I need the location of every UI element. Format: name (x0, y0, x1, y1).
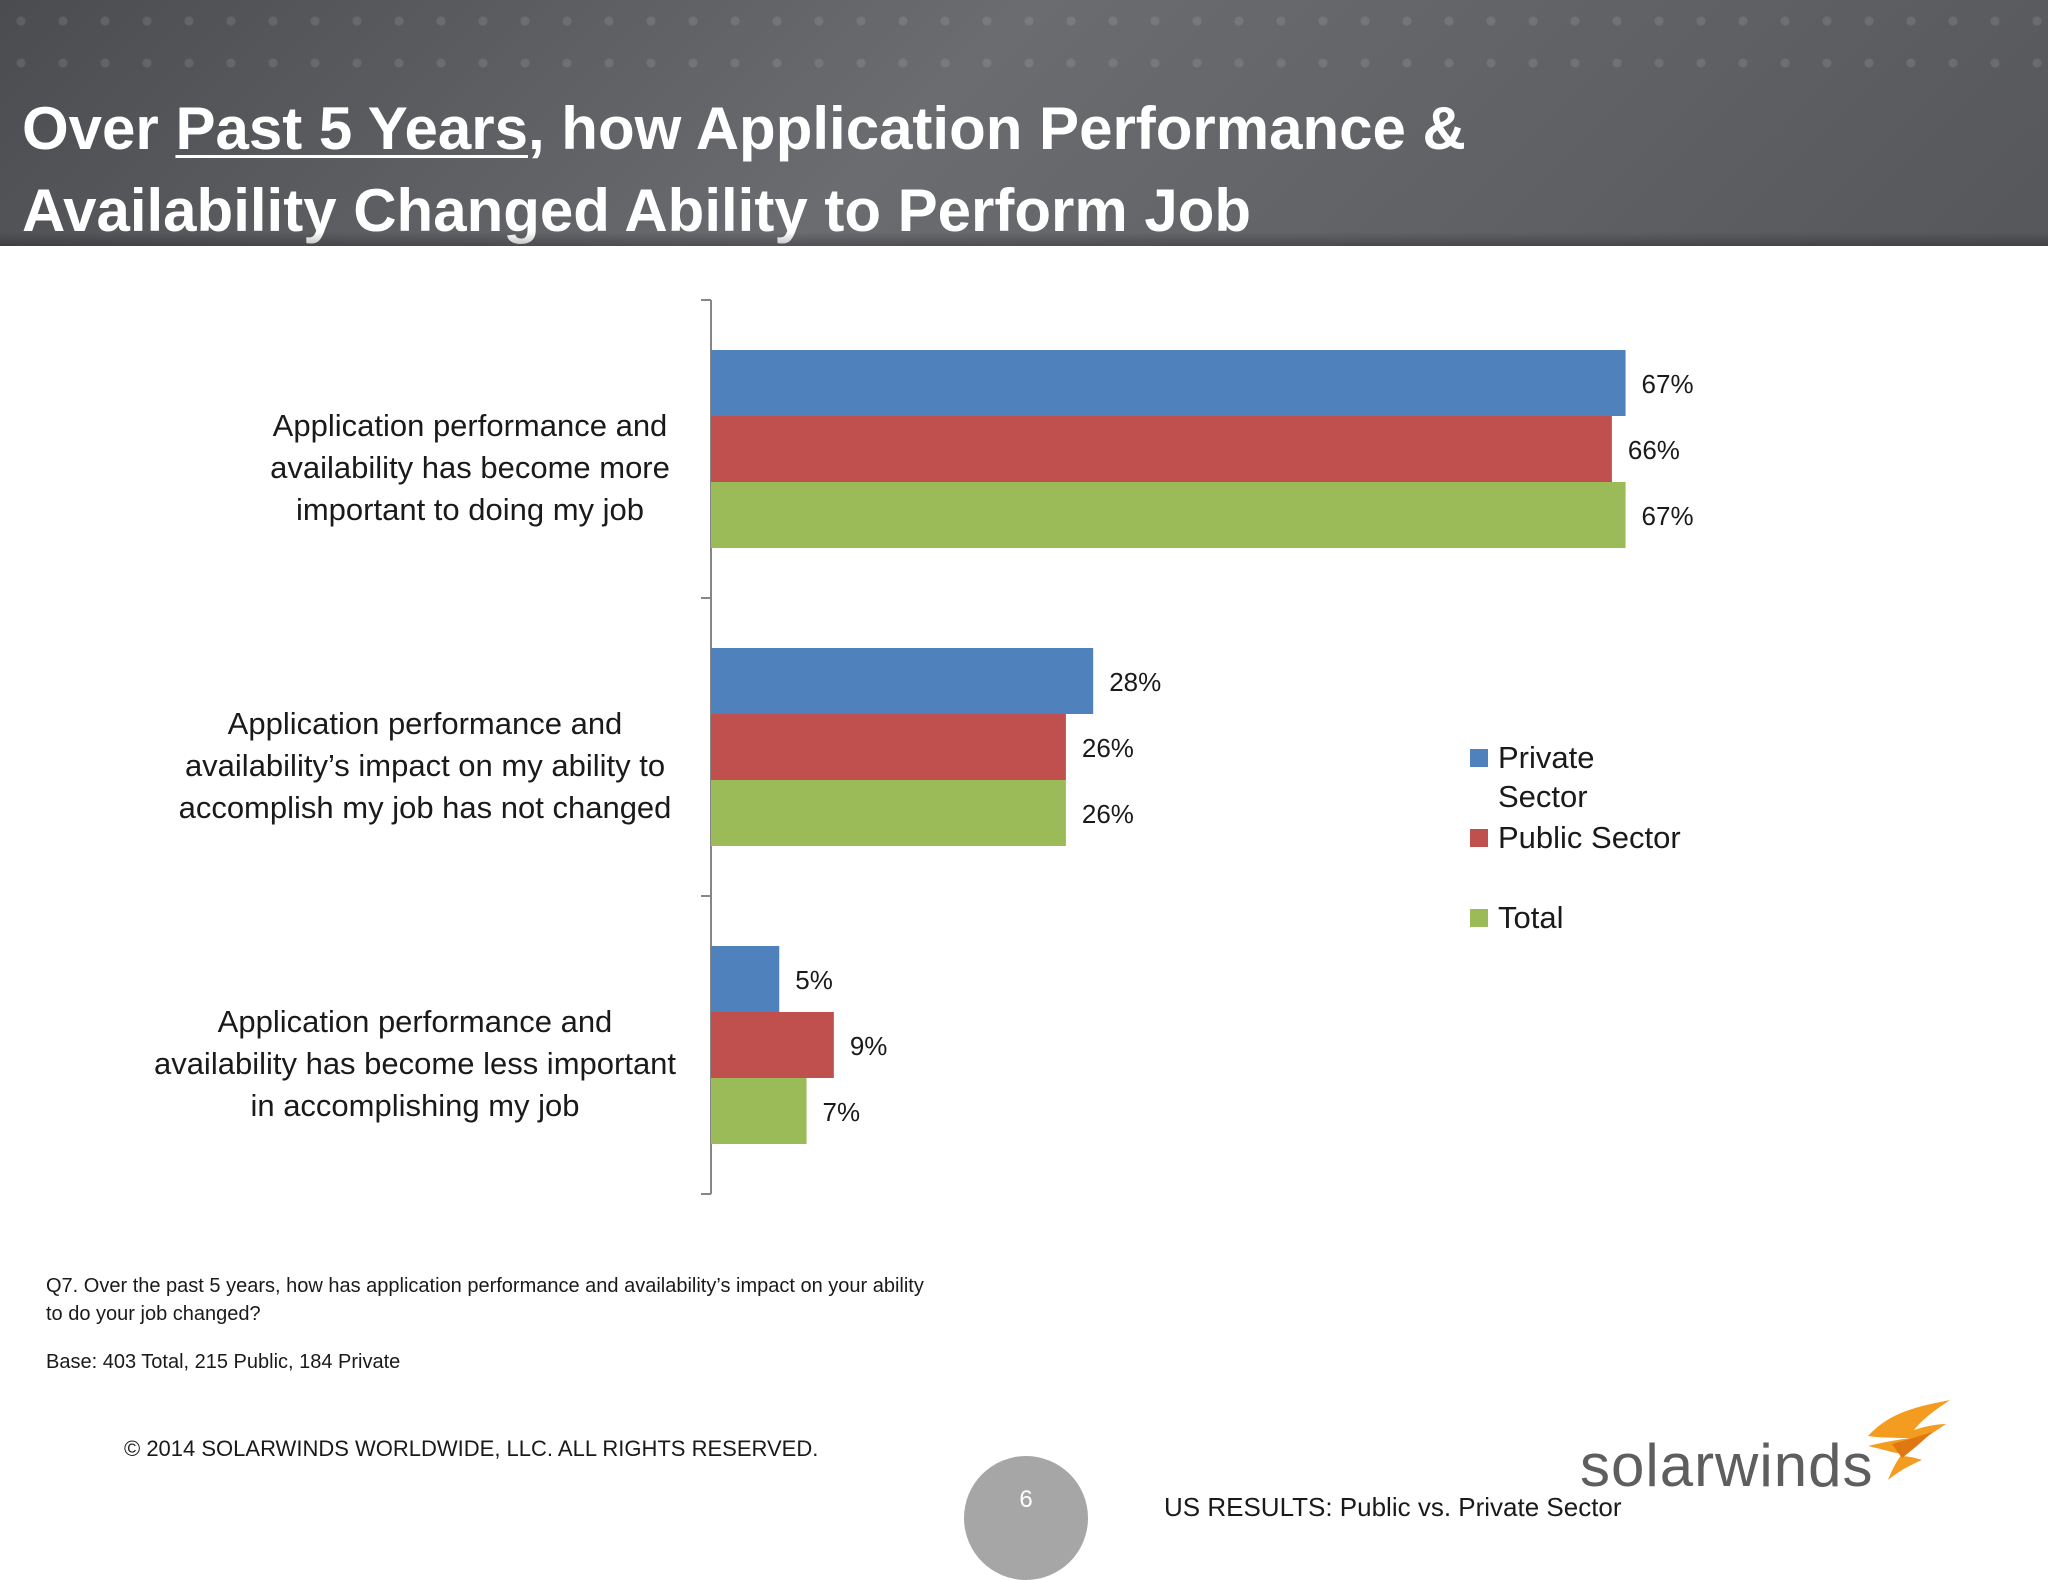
category-label-1-line-2: availability has become more (270, 450, 670, 485)
bar-3-total (711, 1078, 807, 1144)
category-label-2-line-2: availability’s impact on my ability to (184, 748, 666, 783)
category-label-3-line-2: availability has become less important (153, 1046, 677, 1081)
header-texture (0, 0, 2048, 80)
data-label-3-private-sector: 5% (795, 965, 833, 995)
data-label-2-private-sector: 28% (1109, 667, 1161, 697)
bar-1-total (711, 482, 1626, 548)
page-number-badge: 6 (964, 1456, 1088, 1580)
category-label-3-line-3: in accomplishing my job (250, 1088, 580, 1123)
legend-swatch (1470, 749, 1488, 767)
bar-2-private-sector (711, 648, 1094, 714)
legend-label: Public Sector (1498, 820, 1681, 855)
flame-icon (1868, 1400, 1950, 1480)
data-label-3-total: 7% (823, 1097, 861, 1127)
category-label-2: Application performance and availability’… (145, 703, 705, 829)
category-label-1-line-3: important to doing my job (295, 492, 645, 527)
legend-swatch (1470, 829, 1488, 847)
page-title: Over Past 5 Years, how Application Perfo… (22, 88, 1466, 246)
category-label-3-line-1: Application performance and (217, 1004, 613, 1039)
bar-chart: 67% 66% 67% 28% 26% 26% 5% 9% 7% (701, 299, 1694, 1195)
category-label-2-line-1: Application performance and (227, 706, 623, 741)
title-part1: Over (22, 95, 176, 162)
category-label-2-line-3: accomplish my job has not changed (178, 790, 672, 825)
category-label-3: Application performance and availability … (135, 1001, 695, 1127)
data-label-2-total: 26% (1082, 799, 1134, 829)
title-part2: , how Application Performance & (527, 95, 1466, 162)
legend-label: Total (1498, 900, 1564, 935)
results-label: US RESULTS: Public vs. Private Sector (1164, 1492, 1622, 1522)
header-banner: Over Past 5 Years, how Application Perfo… (0, 0, 2048, 246)
bar-1-private-sector (711, 350, 1626, 416)
base-note: Base: 403 Total, 215 Public, 184 Private (46, 1351, 401, 1373)
bar-2-public-sector (711, 714, 1066, 780)
bar-1-public-sector (711, 416, 1612, 482)
data-label-2-public-sector: 26% (1082, 733, 1134, 763)
data-label-1-public-sector: 66% (1628, 435, 1680, 465)
header-shadow (0, 232, 2048, 246)
legend-swatch (1470, 909, 1488, 927)
title-underlined: Past 5 Years (175, 95, 528, 162)
category-label-1: Application performance and availability … (190, 405, 750, 531)
category-label-1-line-1: Application performance and (272, 408, 668, 443)
data-label-1-total: 67% (1642, 501, 1694, 531)
bar-2-total (711, 780, 1066, 846)
question-footnote: Q7. Over the past 5 years, how has appli… (46, 1275, 924, 1325)
logo-wordmark: solarwinds (1580, 1432, 1874, 1499)
data-label-3-public-sector: 9% (850, 1031, 888, 1061)
page-number: 6 (1019, 1486, 1033, 1513)
solarwinds-logo: solarwinds (1580, 1400, 1960, 1510)
bar-3-private-sector (711, 946, 780, 1012)
legend-label: Private Sector (1498, 740, 1595, 814)
data-label-1-private-sector: 67% (1642, 369, 1694, 399)
copyright-text: © 2014 SOLARWINDS WORLDWIDE, LLC. ALL RI… (124, 1436, 819, 1461)
title-line2: Availability Changed Ability to Perform … (22, 177, 1252, 244)
bar-3-public-sector (711, 1012, 834, 1078)
